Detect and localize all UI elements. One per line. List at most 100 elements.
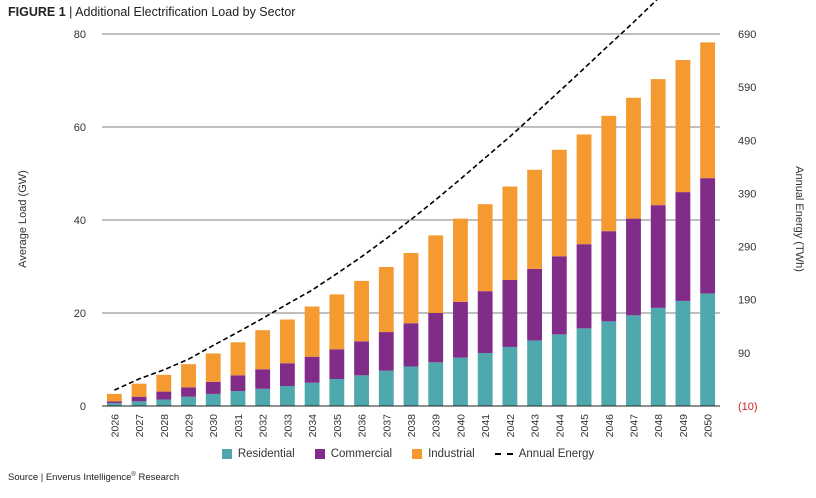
bar-residential	[106, 403, 122, 406]
y2-tick-label: 690	[738, 29, 756, 41]
bar-commercial	[156, 391, 172, 400]
x-tick-label: 2029	[184, 414, 196, 438]
bar-commercial	[551, 256, 567, 335]
bar-residential	[304, 382, 320, 406]
x-tick-label: 2027	[134, 414, 146, 438]
bar-industrial	[354, 280, 369, 342]
y-tick-label: 80	[74, 29, 86, 41]
legend: Residential Commercial Industrial Annual…	[0, 448, 816, 460]
figure-title: FIGURE 1 | Additional Electrification Lo…	[8, 5, 295, 19]
bar-industrial	[304, 306, 320, 357]
bar-industrial	[527, 169, 543, 269]
x-tick-label: 2033	[282, 414, 294, 438]
x-tick-label: 2050	[703, 414, 715, 438]
bar-industrial	[181, 364, 196, 388]
bar-industrial	[329, 294, 345, 350]
bar-industrial	[626, 97, 641, 219]
bar-residential	[131, 401, 147, 406]
bar-industrial	[650, 79, 666, 206]
x-tick-label: 2041	[480, 414, 492, 438]
annual-energy-line-group	[114, 0, 658, 391]
bar-residential	[477, 352, 493, 406]
legend-item-annual-energy: Annual Energy	[494, 448, 595, 460]
bar-residential	[329, 379, 345, 406]
bar-commercial	[502, 279, 518, 347]
legend-label-annual-energy: Annual Energy	[518, 448, 595, 460]
bar-residential	[403, 366, 419, 406]
legend-swatch-commercial	[314, 449, 325, 459]
bar-residential	[675, 300, 691, 406]
bar-residential	[428, 362, 444, 406]
annual-energy-line	[114, 0, 658, 391]
x-tick-label: 2028	[159, 414, 171, 438]
bars	[106, 42, 716, 406]
bar-industrial	[230, 342, 246, 376]
x-tick-label: 2048	[653, 414, 665, 438]
y-tick-label: 60	[74, 122, 86, 134]
bar-commercial	[279, 363, 295, 387]
x-tick-label: 2043	[530, 414, 542, 438]
bar-industrial	[279, 319, 295, 364]
bar-industrial	[205, 353, 221, 382]
legend-label-industrial: Industrial	[428, 448, 475, 460]
x-tick-label: 2045	[579, 414, 591, 438]
bar-industrial	[477, 204, 493, 292]
x-tick-label: 2036	[357, 414, 369, 438]
legend-label-commercial: Commercial	[330, 448, 393, 460]
x-tick-label: 2049	[678, 414, 690, 438]
bar-industrial	[502, 186, 518, 280]
y-tick-label: 40	[74, 215, 86, 227]
bar-residential	[650, 307, 666, 406]
bar-residential	[576, 328, 592, 406]
legend-item-residential: Residential	[221, 448, 295, 460]
x-tick-label: 2038	[406, 414, 418, 438]
bar-industrial	[576, 134, 592, 245]
bar-industrial	[403, 253, 419, 324]
bar-residential	[601, 321, 617, 406]
bar-commercial	[205, 381, 221, 394]
y2-tick-label: 90	[738, 348, 750, 360]
x-tick-label: 2037	[381, 414, 393, 438]
y2-tick-label: 290	[738, 242, 756, 254]
x-tick-label: 2030	[208, 414, 220, 438]
bar-industrial	[551, 149, 567, 257]
bar-residential	[453, 357, 468, 406]
bar-commercial	[131, 396, 147, 402]
x-tick-label: 2032	[258, 414, 270, 438]
bar-commercial	[428, 313, 444, 363]
bar-residential	[230, 391, 246, 406]
x-tick-label: 2031	[233, 414, 245, 438]
bar-industrial	[378, 266, 394, 333]
bar-commercial	[230, 375, 246, 392]
x-tick-label: 2035	[332, 414, 344, 438]
legend-label-residential: Residential	[237, 448, 295, 460]
y2-tick-label: (10)	[738, 401, 758, 413]
y2-tick-label: 190	[738, 295, 756, 307]
bar-residential	[181, 396, 196, 406]
bar-commercial	[650, 205, 666, 308]
source-note: Source | Enverus Intelligence® Research	[8, 472, 179, 483]
y2-axis-label: Annual Energy (TWh)	[793, 166, 805, 272]
bar-industrial	[428, 235, 444, 313]
source-suffix: Research	[135, 472, 180, 484]
x-tick-label: 2040	[455, 414, 467, 438]
figure-title-separator: |	[65, 5, 76, 19]
x-tick-label: 2039	[431, 414, 443, 438]
bar-commercial	[181, 387, 196, 397]
bar-commercial	[304, 356, 320, 383]
bar-residential	[156, 399, 172, 406]
registered-mark: ®	[131, 472, 136, 478]
bar-industrial	[106, 393, 122, 402]
bar-industrial	[131, 383, 147, 397]
x-tick-label: 2026	[109, 414, 121, 438]
bar-industrial	[156, 374, 172, 392]
bar-commercial	[378, 332, 394, 371]
y-tick-label: 20	[74, 308, 86, 320]
bar-residential	[378, 370, 394, 406]
bar-industrial	[675, 60, 691, 193]
bar-residential	[205, 393, 221, 406]
bar-commercial	[329, 349, 345, 380]
x-tick-label: 2042	[505, 414, 517, 438]
bar-commercial	[601, 231, 617, 322]
